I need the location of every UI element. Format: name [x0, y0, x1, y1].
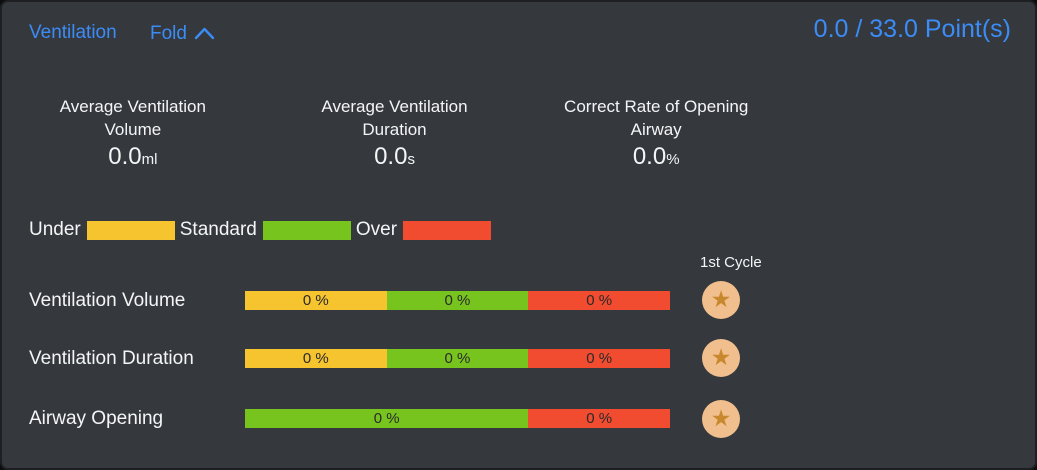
- stat-correct-rate-airway: Correct Rate of Opening Airway 0.0%: [525, 95, 787, 171]
- stat-label: Average Ventilation: [59, 97, 206, 116]
- star-icon: ★: [710, 343, 732, 370]
- distribution-bar-ventilation-volume: 0 % 0 % 0 %: [245, 291, 670, 310]
- legend-label-over: Over: [355, 219, 398, 240]
- bar-segment-over: 0 %: [528, 409, 670, 428]
- legend-label-under: Under: [29, 219, 81, 240]
- stat-unit: s: [407, 151, 415, 168]
- bar-segment-standard: 0 %: [386, 349, 529, 368]
- row-label-ventilation-volume: Ventilation Volume: [29, 290, 186, 311]
- row-label-ventilation-duration: Ventilation Duration: [29, 348, 194, 369]
- fold-label: Fold: [150, 23, 187, 44]
- score-points: 0.0 / 33.0 Point(s): [813, 15, 1011, 43]
- cycle-star-badge-ventilation-volume[interactable]: ★: [702, 281, 740, 319]
- stat-unit: %: [666, 151, 680, 168]
- distribution-bar-airway-opening: 0 % 0 %: [245, 409, 670, 428]
- summary-stats: Average Ventilation Volume 0.0ml Average…: [2, 95, 787, 171]
- star-icon: ★: [710, 404, 732, 431]
- legend-swatch-under: [86, 220, 175, 240]
- legend-swatch-standard: [262, 220, 351, 240]
- legend-label-standard: Standard: [179, 219, 257, 240]
- bar-segment-over: 0 %: [528, 349, 670, 368]
- tab-ventilation[interactable]: Ventilation: [29, 22, 117, 43]
- bar-segment-standard: 0 %: [386, 291, 529, 310]
- row-label-airway-opening: Airway Opening: [29, 408, 164, 429]
- legend-swatch-over: [403, 220, 492, 240]
- bar-segment-standard: 0 %: [245, 409, 529, 428]
- chevron-up-icon: [194, 24, 215, 46]
- fold-button[interactable]: Fold: [150, 22, 215, 46]
- stat-avg-ventilation-volume: Average Ventilation Volume 0.0ml: [2, 95, 264, 171]
- bar-segment-under: 0 %: [245, 291, 387, 310]
- stat-label: Average Ventilation: [321, 97, 468, 116]
- cycle-star-badge-ventilation-duration[interactable]: ★: [702, 339, 740, 377]
- star-icon: ★: [710, 285, 732, 312]
- cycle-star-badge-airway-opening[interactable]: ★: [702, 400, 740, 438]
- bar-segment-over: 0 %: [528, 291, 670, 310]
- stat-avg-ventilation-duration: Average Ventilation Duration 0.0s: [264, 95, 526, 171]
- stat-value: 0.0s: [374, 143, 415, 170]
- stat-label: Duration: [362, 120, 427, 139]
- stat-label: Correct Rate of Opening: [564, 97, 749, 116]
- stat-value: 0.0%: [632, 143, 680, 170]
- stat-label: Airway: [630, 120, 682, 139]
- stat-value: 0.0ml: [108, 143, 158, 170]
- cycle-column-header: 1st Cycle: [700, 254, 762, 271]
- legend: Under Standard Over: [29, 219, 496, 241]
- distribution-bar-ventilation-duration: 0 % 0 % 0 %: [245, 349, 670, 368]
- stat-label: Volume: [104, 120, 162, 139]
- stat-unit: ml: [141, 151, 158, 168]
- bar-segment-under: 0 %: [245, 349, 387, 368]
